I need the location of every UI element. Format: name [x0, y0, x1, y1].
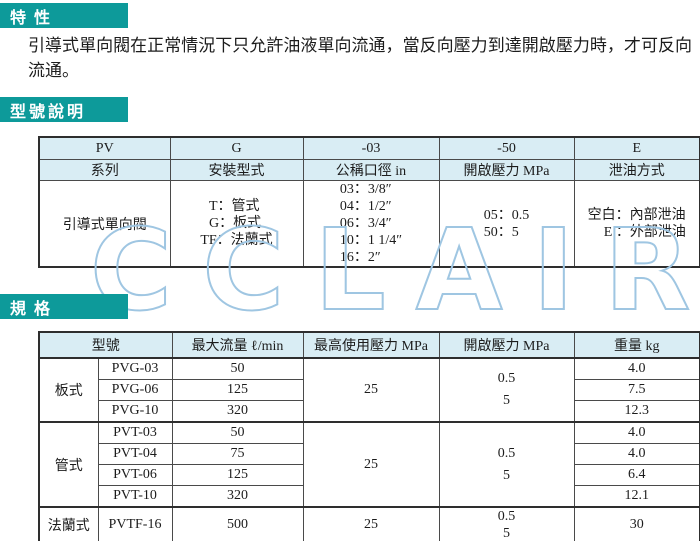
model-code-row: PV G -03 -50 E: [38, 136, 700, 160]
flow-cell: 75: [171, 443, 304, 465]
group-type-cell: 法蘭式: [38, 506, 99, 541]
code-cell-mounting: G: [169, 136, 304, 160]
weight-cell: 4.0: [573, 443, 700, 465]
max-pressure-cell: 25: [302, 421, 440, 508]
cracking-cell: 0.5 5: [438, 421, 575, 508]
port-option: 16：2″: [339, 250, 381, 265]
mounting-option: TF：法蘭式: [200, 233, 273, 248]
model-cell: PVT-03: [97, 421, 173, 444]
spec-table: 型號 最大流量 ℓ/min 最高使用壓力 MPa 開啟壓力 MPa 重量 kg …: [38, 331, 700, 541]
table-row: 管式 PVT-03 50 25 0.5 5 4.0: [38, 421, 700, 508]
table-row: PVG-10 320 12.3: [39, 400, 700, 423]
max-pressure-cell: 25: [302, 506, 440, 541]
value-cell-drain: 空白：內部泄油 E ：外部泄油: [573, 180, 700, 268]
section-title-specs: 規格: [10, 300, 59, 318]
value-cell-series: 引導式單向閥: [38, 180, 171, 268]
port-option: 06：3/4″: [339, 216, 392, 231]
cracking-value: 0.5: [497, 509, 516, 524]
weight-cell: 12.3: [573, 400, 700, 423]
cracking-option: 05：0.5: [483, 207, 530, 223]
cracking-value: 5: [503, 393, 510, 408]
label-cell-drain: 泄油方式: [573, 159, 700, 181]
table-row: PVT-06 125 6.4: [39, 464, 700, 486]
model-label-row: 系列 安裝型式 公稱口徑 in 開啟壓力 MPa 泄油方式: [38, 159, 700, 181]
model-cell: PVT-06: [97, 464, 173, 486]
weight-cell: 4.0: [573, 421, 700, 444]
code-cell-port: -03: [302, 136, 440, 160]
weight-cell: 6.4: [573, 464, 700, 486]
cracking-value: 5: [503, 526, 510, 541]
header-cracking-pressure: 開啟壓力 MPa: [438, 331, 575, 359]
drain-option: 空白：內部泄油: [587, 207, 686, 223]
port-option: 10：1 1/4″: [339, 233, 403, 248]
header-flow: 最大流量 ℓ/min: [171, 331, 304, 359]
mounting-option: G：板式: [209, 216, 262, 231]
flow-cell: 500: [171, 506, 304, 541]
label-cell-series: 系列: [38, 159, 171, 181]
code-cell-cracking: -50: [438, 136, 575, 160]
weight-cell: 12.1: [573, 485, 700, 508]
section-title-features: 特性: [10, 9, 59, 27]
model-cell: PVG-10: [97, 400, 173, 423]
weight-cell: 30: [573, 506, 700, 541]
model-code-table: PV G -03 -50 E 系列 安裝型式 公稱口徑 in 開啟壓力 MPa …: [38, 136, 700, 268]
code-cell-series: PV: [38, 136, 171, 160]
group-type-cell: 板式: [38, 357, 99, 423]
flow-cell: 50: [171, 421, 304, 444]
table-row: 板式 PVG-03 50 25 0.5 5 4.0: [38, 357, 700, 423]
model-cell: PVG-03: [97, 357, 173, 380]
header-max-pressure: 最高使用壓力 MPa: [302, 331, 440, 359]
section-title-model-code: 型號說明: [10, 103, 87, 121]
model-cell: PVT-04: [97, 443, 173, 465]
weight-cell: 7.5: [573, 379, 700, 401]
flow-cell: 50: [171, 357, 304, 380]
section-header-model-code: 型號說明: [0, 97, 128, 122]
table-row: PVT-10 320 12.1: [39, 485, 700, 508]
model-cell: PVT-10: [97, 485, 173, 508]
value-cell-cracking: 05：0.5 50：5: [438, 180, 575, 268]
spec-header-row: 型號 最大流量 ℓ/min 最高使用壓力 MPa 開啟壓力 MPa 重量 kg: [38, 331, 700, 359]
drain-option-list: 空白：內部泄油 E ：外部泄油: [588, 207, 686, 241]
max-pressure-cell: 25: [302, 357, 440, 423]
header-weight: 重量 kg: [573, 331, 700, 359]
model-value-row: 引導式單向閥 T：管式 G：板式 TF：法蘭式 03：3/8″ 04：1/2″ …: [38, 180, 700, 268]
section-header-specs: 規格: [0, 294, 128, 319]
port-option: 04：1/2″: [339, 199, 392, 214]
table-row: 法蘭式 PVTF-16 500 25 0.5 5 30: [38, 506, 700, 541]
group-type-cell: 管式: [38, 421, 99, 508]
label-cell-cracking: 開啟壓力 MPa: [438, 159, 575, 181]
cracking-value: 5: [503, 467, 510, 483]
value-cell-mounting: T：管式 G：板式 TF：法蘭式: [169, 180, 304, 268]
drain-option: E ：外部泄油: [603, 224, 686, 240]
table-row: PVG-06 125 7.5: [39, 379, 700, 401]
model-cell: PVG-06: [97, 379, 173, 401]
features-paragraph: 引導式單向閥在正常情況下只允許油液單向流通，當反向壓力到達開啟壓力時，才可反向流…: [28, 36, 692, 80]
cracking-value: 0.5: [497, 445, 516, 461]
cracking-cell: 0.5 5: [438, 506, 575, 541]
port-option: 03：3/8″: [339, 182, 392, 197]
cracking-cell: 0.5 5: [438, 357, 575, 423]
code-cell-drain: E: [573, 136, 700, 160]
section-header-features: 特性: [0, 3, 128, 28]
label-cell-mounting: 安裝型式: [169, 159, 304, 181]
cracking-option: 50：5: [483, 224, 519, 240]
weight-cell: 4.0: [573, 357, 700, 380]
flow-cell: 320: [171, 485, 304, 508]
model-cell: PVTF-16: [97, 506, 173, 541]
mounting-option-list: T：管式 G：板式 TF：法蘭式: [200, 198, 272, 249]
mounting-option: T：管式: [209, 199, 260, 214]
flow-cell: 320: [171, 400, 304, 423]
flow-cell: 125: [171, 464, 304, 486]
label-cell-port: 公稱口徑 in: [302, 159, 440, 181]
cracking-value: 0.5: [497, 371, 516, 386]
flow-cell: 125: [171, 379, 304, 401]
value-cell-port: 03：3/8″ 04：1/2″ 06：3/4″ 10：1 1/4″ 16：2″: [302, 180, 440, 268]
port-option-list: 03：3/8″ 04：1/2″ 06：3/4″ 10：1 1/4″ 16：2″: [340, 181, 402, 266]
cracking-option-list: 05：0.5 50：5: [484, 207, 530, 241]
header-model: 型號: [38, 331, 173, 359]
